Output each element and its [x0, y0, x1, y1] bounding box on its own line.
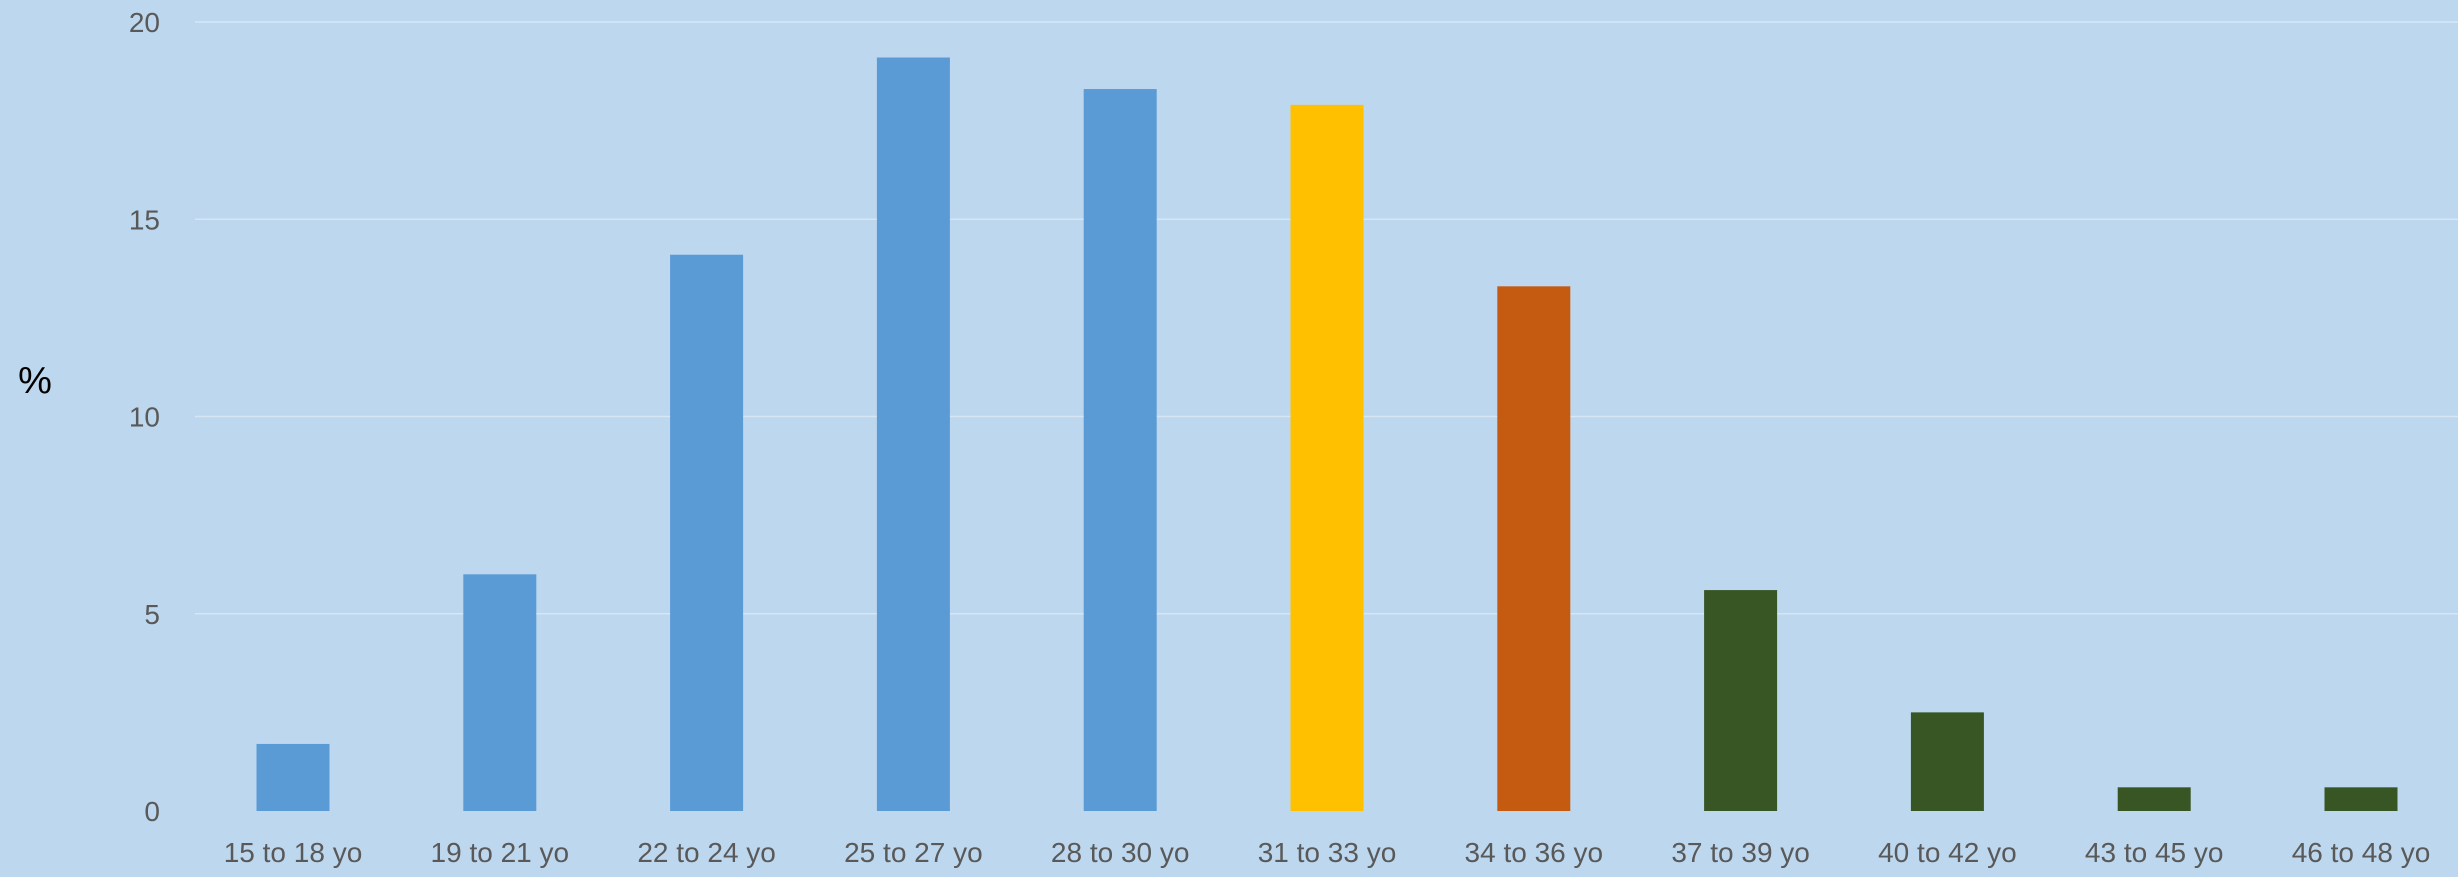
y-tick-label: 10: [129, 402, 160, 433]
x-axis-tick-labels: 15 to 18 yo 19 to 21 yo 22 to 24 yo 25 to 2…: [224, 837, 2431, 868]
bars: [256, 57, 2398, 812]
y-axis-label: %: [18, 360, 52, 402]
bar: [463, 574, 537, 811]
x-tick-label: 43 to 45 yo: [2085, 837, 2224, 868]
x-tick-label: 28 to 30 yo: [1051, 837, 1190, 868]
bar: [1497, 286, 1571, 811]
x-tick-label: 46 to 48 yo: [2292, 837, 2431, 868]
x-tick-label: 34 to 36 yo: [1465, 837, 1604, 868]
x-tick-label: 31 to 33 yo: [1258, 837, 1397, 868]
y-tick-label: 15: [129, 204, 160, 235]
bar: [2324, 787, 2398, 811]
y-tick-label: 20: [129, 7, 160, 38]
x-tick-label: 40 to 42 yo: [1878, 837, 2017, 868]
x-tick-label: 37 to 39 yo: [1671, 837, 1810, 868]
bar: [1704, 590, 1778, 811]
y-tick-label: 5: [144, 599, 160, 630]
bar: [670, 254, 744, 811]
x-tick-label: 25 to 27 yo: [844, 837, 983, 868]
y-axis-tick-labels: 0 5 10 15 20: [129, 7, 160, 827]
x-tick-label: 19 to 21 yo: [431, 837, 570, 868]
x-tick-label: 22 to 24 yo: [637, 837, 776, 868]
bar: [1910, 712, 1984, 811]
bar: [2117, 787, 2191, 811]
y-tick-label: 0: [144, 796, 160, 827]
bar: [876, 57, 950, 811]
bar: [1290, 104, 1364, 812]
bar: [1083, 89, 1157, 811]
bar: [256, 743, 330, 811]
x-tick-label: 15 to 18 yo: [224, 837, 363, 868]
